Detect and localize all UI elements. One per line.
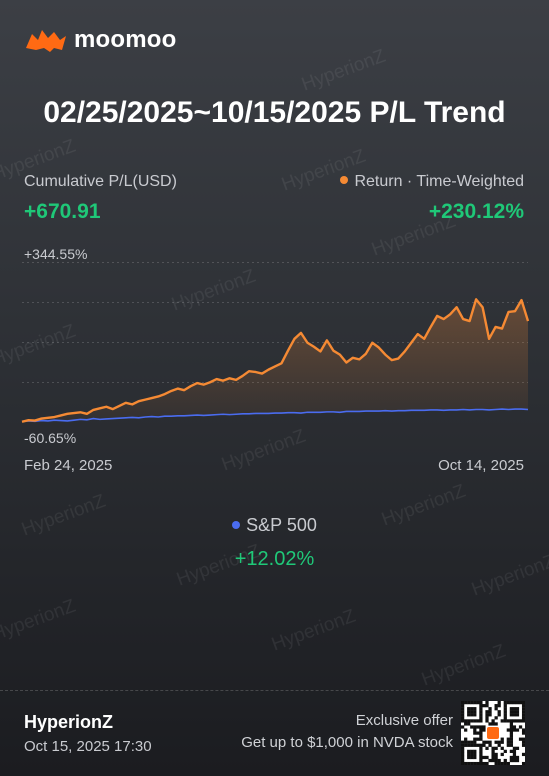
y-axis-top-label: +344.55% <box>24 246 88 262</box>
brand-name: moomoo <box>74 26 177 53</box>
page-title: 02/25/2025~10/15/2025 P/L Trend <box>43 96 506 129</box>
return-label-text: Return · Time-Weighted <box>354 173 524 190</box>
moomoo-bull-logo-icon <box>26 30 66 52</box>
cumulative-pl-label: Cumulative P/L(USD) <box>24 173 177 190</box>
offer-detail[interactable]: Get up to $1,000 in NVDA stock <box>241 734 453 751</box>
legend-sp500: S&P 500 <box>0 515 549 536</box>
x-axis-end-label: Oct 14, 2025 <box>438 457 524 474</box>
sp500-dot-icon <box>232 521 241 529</box>
legend-sp500-value: +12.02% <box>234 548 315 570</box>
x-axis-start-label: Feb 24, 2025 <box>24 457 113 474</box>
qr-code-icon[interactable] <box>461 701 525 765</box>
sp500-line <box>21 408 529 423</box>
footer-divider <box>0 690 549 691</box>
y-axis-bottom-label: -60.65% <box>24 430 77 446</box>
share-date: Oct 15, 2025 17:30 <box>24 738 152 755</box>
return-label: Return · Time-Weighted <box>340 173 524 191</box>
username: HyperionZ <box>24 712 114 732</box>
return-value: +230.12% <box>428 200 524 223</box>
watermark: HyperionZ <box>418 640 509 691</box>
portfolio-area <box>22 299 528 422</box>
portfolio-line <box>21 298 530 423</box>
legend-sp500-name: S&P 500 <box>246 515 317 535</box>
portfolio-dot-icon <box>340 176 349 184</box>
watermark: HyperionZ <box>298 45 389 96</box>
watermark: HyperionZ <box>268 605 359 656</box>
pl-trend-chart <box>21 262 530 423</box>
offer-title[interactable]: Exclusive offer <box>355 712 453 729</box>
watermark: HyperionZ <box>0 595 79 646</box>
cumulative-pl-value: +670.91 <box>24 200 101 223</box>
brand-logo: moomoo <box>24 26 177 54</box>
